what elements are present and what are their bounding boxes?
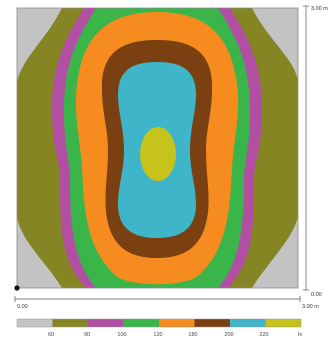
origin-marker bbox=[14, 285, 19, 290]
x-scale: 0.00 3.00 m bbox=[15, 296, 319, 310]
y-top-label: 3.00 m bbox=[311, 6, 328, 12]
legend-swatch-zone-olive bbox=[53, 319, 89, 327]
legend-label-2: 90 bbox=[84, 332, 90, 338]
legend-swatch-zone-orange bbox=[159, 319, 195, 327]
legend-label-5: 180 bbox=[188, 332, 197, 338]
legend-swatch-zone-cyan bbox=[230, 319, 266, 327]
legend-label-6: 200 bbox=[224, 332, 233, 338]
x-left-label: 0.00 bbox=[17, 304, 28, 310]
zone-yellow-area bbox=[140, 127, 176, 181]
legend-label-7: 220 bbox=[259, 332, 268, 338]
legend-swatch-zone-brown bbox=[195, 319, 231, 327]
legend-label-4: 120 bbox=[153, 332, 162, 338]
legend-swatch-zone-green bbox=[124, 319, 160, 327]
legend-swatch-zone-grey bbox=[17, 319, 53, 327]
legend-label-3: 100 bbox=[117, 332, 126, 338]
y-scale: 3.00 m 0.00 bbox=[303, 6, 328, 298]
legend-swatches bbox=[17, 319, 301, 327]
legend-unit: lx bbox=[298, 332, 302, 338]
legend-labels: 60 90 100 120 180 200 220 lx bbox=[48, 332, 302, 338]
legend-swatch-zone-yellow bbox=[266, 319, 302, 327]
y-bottom-label: 0.00 bbox=[311, 292, 322, 298]
legend-label-1: 60 bbox=[48, 332, 54, 338]
legend-swatch-zone-purple bbox=[88, 319, 124, 327]
x-right-label: 3.00 m bbox=[302, 304, 319, 310]
contour-map bbox=[17, 8, 298, 288]
